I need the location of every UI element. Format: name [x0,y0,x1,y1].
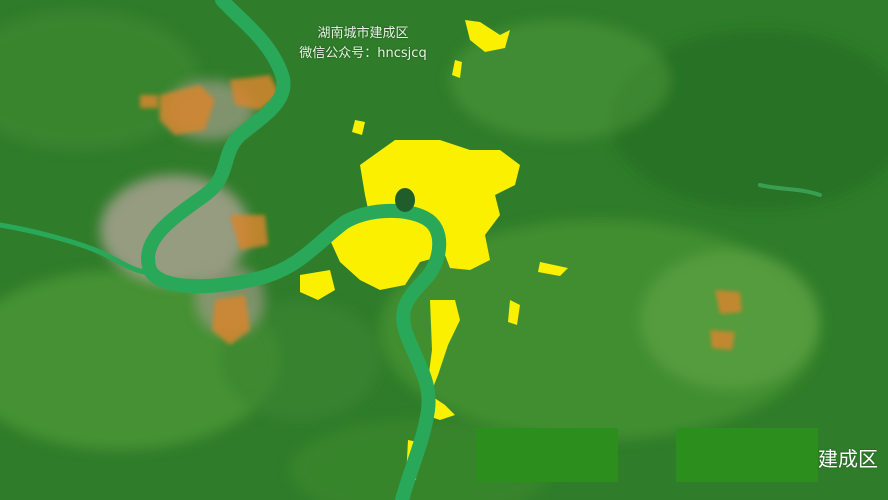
built-up-other [140,75,742,350]
lake [395,188,415,212]
legend-box-right [676,428,818,482]
watermark-line1: 湖南城市建成区 [317,26,409,41]
legend-box-left [476,428,618,482]
built-up-label: 建成区 [818,447,878,471]
river [0,0,822,500]
watermark: 湖南城市建成区 微信公众号：hncsjcq [288,24,438,64]
watermark-line2: 微信公众号：hncsjcq [299,46,427,61]
